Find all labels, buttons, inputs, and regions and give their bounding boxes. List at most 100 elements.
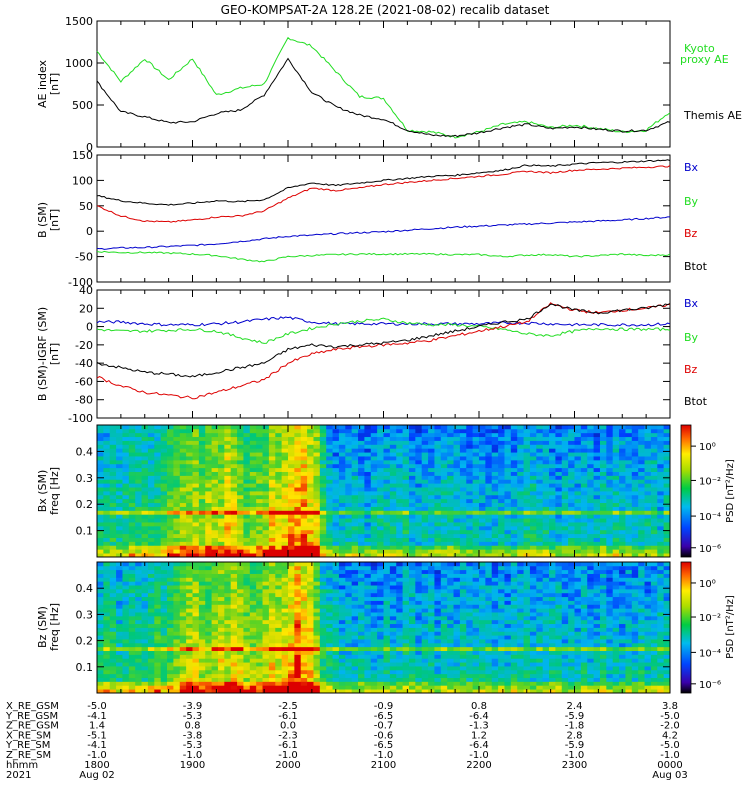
spectrogram-cell (198, 456, 206, 461)
spectrogram-cell (154, 487, 162, 492)
spectrogram-cell (587, 549, 594, 554)
spectrogram-cell (128, 592, 136, 598)
spectrogram-cell (523, 444, 531, 449)
spectrogram-cell (179, 525, 187, 531)
spectrogram-cell (351, 498, 359, 504)
spectrogram-cell (230, 428, 238, 434)
spectrogram-cell (440, 502, 448, 507)
spectrogram-cell (408, 608, 416, 613)
spectrogram-cell (307, 483, 314, 488)
spectrogram-cell (198, 585, 206, 590)
spectrogram-cell (192, 428, 200, 434)
spectrogram-cell (128, 545, 136, 550)
spectrogram-cell (103, 545, 111, 550)
spectrogram-cell (160, 685, 168, 690)
spectrogram-cell (237, 452, 244, 457)
spectrogram-cell (421, 577, 429, 582)
spectrogram-cell (313, 658, 321, 663)
spectrogram-cell (657, 479, 665, 484)
spectrogram-cell (249, 600, 257, 605)
spectrogram-cell (109, 436, 117, 441)
spectrogram-cell (211, 592, 219, 598)
spectrogram-cell (141, 518, 149, 523)
spectrogram-cell (198, 604, 206, 609)
spectrogram-cell (593, 436, 601, 441)
spectrogram-cell (173, 689, 181, 694)
spectrogram-cell (103, 581, 111, 586)
bigrf-by-line (96, 317, 671, 344)
spectrogram-cell (160, 635, 168, 640)
spectrogram-cell (580, 491, 588, 496)
spectrogram-cell (574, 533, 582, 538)
spectrogram-cell (447, 529, 454, 535)
spectrogram-cell (109, 440, 117, 445)
spectrogram-cell (529, 479, 537, 484)
spectrogram-cell (205, 444, 212, 449)
spectrogram-cell (268, 562, 276, 567)
spectrogram-cell (338, 669, 346, 675)
spectrogram-cell (192, 498, 200, 504)
spectrogram-cell (650, 467, 658, 472)
spectrogram-cell (179, 537, 187, 542)
spectrogram-cell (326, 658, 333, 663)
spectrogram-cell (205, 654, 212, 659)
spectrogram-cell (154, 604, 162, 609)
spectrogram-cell (141, 467, 149, 472)
spectrogram-cell (160, 627, 168, 632)
spectrogram-cell (389, 448, 397, 453)
spectrogram-cell (211, 448, 219, 453)
spectrogram-cell (237, 669, 244, 675)
spectrogram-cell (338, 498, 346, 504)
spectrogram-cell (510, 502, 518, 507)
spectrogram-cell (326, 545, 333, 550)
spectrogram-cell (345, 444, 353, 449)
spectrogram-cell (383, 456, 391, 461)
spectrogram-cell (358, 623, 365, 628)
spectrogram-cell (644, 487, 652, 492)
spectrogram-cell (103, 502, 111, 507)
spectrogram-cell (396, 541, 403, 546)
spectrogram-cell (364, 654, 372, 659)
spectrogram-cell (599, 463, 607, 469)
spectrogram-cell (109, 635, 117, 640)
spectrogram-cell (383, 545, 391, 550)
spectrogram-cell (663, 491, 671, 496)
spectrogram-cell (568, 529, 575, 535)
spectrogram-cell (389, 650, 397, 655)
spectrogram-cell (370, 635, 378, 640)
spectrogram-cell (555, 436, 563, 441)
spectrogram-cell (122, 467, 130, 472)
spectrogram-cell (479, 518, 486, 523)
spectrogram-cell (453, 428, 461, 434)
spectrogram-cell (173, 425, 181, 430)
spectrogram-cell (358, 475, 365, 480)
spectrogram-cell (256, 669, 263, 675)
spectrogram-cell (116, 639, 123, 644)
y-tick-label: 50 (79, 200, 93, 213)
spectrogram-cell (529, 456, 537, 461)
spectrogram-cell (109, 619, 117, 625)
spectrogram-cell (358, 689, 365, 694)
spectrogram-cell (243, 444, 251, 449)
spectrogram-cell (389, 491, 397, 496)
spectrogram-cell (345, 627, 353, 632)
spectrogram-cell (230, 522, 238, 527)
spectrogram-cell (230, 569, 238, 574)
spectrogram-cell (370, 650, 378, 655)
spectrogram-cell (256, 545, 263, 550)
spectrogram-cell (428, 479, 435, 484)
spectrogram-cell (249, 510, 257, 515)
spectrogram-cell (421, 600, 429, 605)
spectrogram-cell (396, 658, 403, 663)
spectrogram-cell (109, 510, 117, 515)
spectrogram-cell (491, 518, 499, 523)
spectrogram-cell (638, 549, 645, 554)
spectrogram-cell (211, 549, 219, 554)
spectrogram-cell (281, 666, 289, 671)
spectrogram-cell (128, 577, 136, 582)
spectrogram-cell (224, 577, 232, 582)
spectrogram-cell (103, 444, 111, 449)
spectrogram-cell (109, 581, 117, 586)
spectrogram-cell (237, 533, 244, 538)
spectrogram-cell (230, 471, 238, 476)
